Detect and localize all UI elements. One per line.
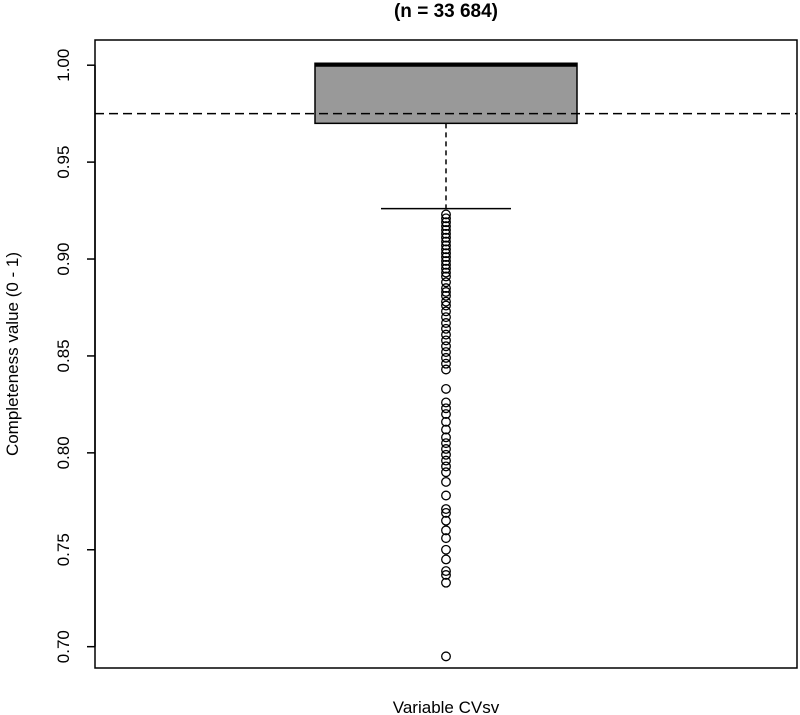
outlier-point [441,323,451,334]
chart-title: (n = 33 684) [394,1,498,22]
outlier-point [441,267,451,278]
y-tick-label: 0.95 [54,146,73,179]
outlier-point [441,236,451,247]
x-axis-title: Variable CVsv [393,698,500,715]
outlier-point [441,335,451,346]
outlier-point [441,277,451,288]
outlier-point [441,283,451,294]
outlier-point [441,232,451,243]
y-tick-label: 0.70 [54,630,73,663]
outlier-point [441,515,451,526]
outlier-point [441,444,451,454]
outlier-point [441,577,451,588]
outlier-point [441,507,451,518]
outlier-point [441,438,451,449]
outlier-point [441,504,451,515]
outlier-point [441,416,451,427]
outlier-point [441,290,451,301]
outlier-point [441,409,451,420]
outlier-point [441,455,451,466]
outlier-point [441,651,451,662]
outlier-point [441,347,451,358]
outlier-point [441,312,451,323]
outlier-point [441,256,451,266]
outlier-point [441,476,451,487]
outlier-point [441,461,451,472]
outlier-point [441,271,451,282]
outlier-point [441,318,451,328]
outlier-point [441,424,451,435]
outlier-point [441,449,451,460]
y-tick-label: 0.85 [54,339,73,372]
y-axis-title: Completeness value (0 - 1) [3,252,22,456]
outlier-point [441,533,451,544]
outlier-point [441,225,451,235]
outlier-point [441,300,451,311]
outlier-point [441,221,451,232]
outlier-point [441,329,451,340]
outlier-point [441,383,451,394]
outlier-point [441,364,451,375]
outlier-point [441,358,451,369]
outlier-point [441,244,451,255]
y-tick-label: 0.75 [54,533,73,566]
outlier-point [441,525,451,536]
outlier-point [441,341,451,352]
outlier-point [441,296,451,307]
outlier-point [441,209,451,220]
y-axis: 0.70 0.75 0.80 0.85 0.90 0.95 1.00 [54,49,96,663]
y-tick-label: 0.80 [54,436,73,469]
outlier-point [441,570,451,580]
outlier-point [441,213,451,224]
plot-area [95,62,797,662]
outlier-point [441,566,451,577]
y-tick-label: 1.00 [54,49,73,82]
outlier-point [441,306,451,317]
outlier-point [441,432,451,443]
outlier-point [441,228,451,239]
outlier-point [441,240,451,251]
outlier-point [441,352,451,363]
outlier-point [441,248,451,259]
outlier-point [441,467,451,478]
outlier-point [441,287,451,297]
outlier-point [441,252,451,263]
outlier-point [441,217,451,228]
outlier-point [441,403,451,414]
outlier-point [441,544,451,555]
outlier-point [441,259,451,270]
y-tick-label: 0.90 [54,242,73,275]
outlier-point [441,397,451,408]
outlier-point [441,263,451,274]
outlier-point [441,554,451,565]
outlier-point [441,490,451,501]
